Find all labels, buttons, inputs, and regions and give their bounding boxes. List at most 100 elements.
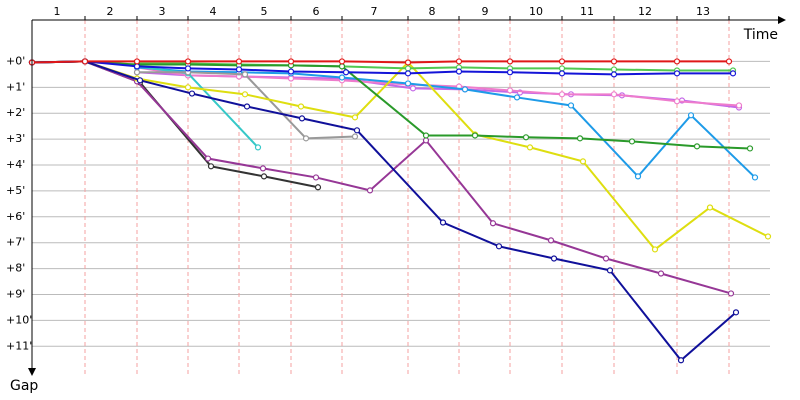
data-point — [241, 71, 249, 78]
data-point — [188, 90, 196, 97]
y-tick-label: +11' — [6, 339, 32, 352]
x-tick-label: 10 — [529, 5, 543, 18]
data-point — [81, 58, 89, 65]
y-tick-label: +7' — [6, 236, 25, 249]
data-point — [634, 173, 642, 180]
data-point — [706, 204, 714, 211]
data-point — [461, 86, 469, 93]
data-point — [136, 77, 144, 84]
data-point — [207, 163, 215, 170]
data-point — [610, 58, 618, 65]
data-point — [764, 233, 772, 240]
x-tick-label: 9 — [482, 5, 489, 18]
data-point — [366, 187, 374, 194]
data-point — [526, 144, 534, 151]
data-point — [235, 66, 243, 73]
data-point — [302, 135, 310, 142]
x-tick-label: 8 — [429, 5, 436, 18]
y-tick-label: +1' — [6, 80, 25, 93]
x-tick-label: 1 — [54, 5, 61, 18]
data-point — [628, 138, 636, 145]
data-point — [735, 102, 743, 109]
x-axis-arrow — [778, 16, 786, 24]
series-line — [31, 60, 319, 189]
data-point — [287, 75, 295, 82]
data-point — [297, 103, 305, 110]
y-tick-label: +9' — [6, 287, 25, 300]
data-point — [687, 112, 695, 119]
data-point — [235, 58, 243, 65]
y-tick-label: +5' — [6, 184, 25, 197]
data-point — [133, 69, 141, 76]
data-point — [732, 309, 740, 316]
data-point — [576, 135, 584, 142]
data-point — [673, 58, 681, 65]
x-tick-label: 4 — [210, 5, 217, 18]
data-point — [495, 243, 503, 250]
y-tick-label: +3' — [6, 132, 25, 145]
data-point — [522, 134, 530, 141]
data-point — [725, 58, 733, 65]
data-point — [404, 65, 412, 72]
data-point — [547, 237, 555, 244]
y-axis-title: Gap — [10, 378, 38, 394]
x-tick-label: 6 — [313, 5, 320, 18]
data-point — [338, 74, 346, 81]
lap-lines — [84, 16, 730, 376]
data-point — [693, 143, 701, 150]
data-point — [259, 165, 267, 172]
data-point — [422, 137, 430, 144]
data-point — [254, 144, 262, 151]
data-point — [204, 155, 212, 162]
data-point — [404, 70, 412, 77]
data-point — [314, 184, 322, 191]
y-tick-label: +2' — [6, 106, 25, 119]
series-line — [31, 60, 737, 362]
data-point — [338, 63, 346, 70]
data-point — [353, 127, 361, 134]
data-point — [506, 58, 514, 65]
series-line — [136, 66, 756, 179]
data-point — [602, 255, 610, 262]
x-axis-title: Time — [743, 27, 778, 43]
x-tick-label: 2 — [107, 5, 114, 18]
x-tick-label: 12 — [638, 5, 652, 18]
data-point — [558, 65, 566, 72]
data-point — [404, 59, 412, 66]
data-point — [241, 91, 249, 98]
data-point — [471, 132, 479, 139]
series-line — [31, 60, 729, 64]
grid — [32, 60, 770, 347]
series-line — [31, 60, 751, 150]
data-point — [287, 68, 295, 75]
data-point — [677, 357, 685, 364]
data-point — [513, 94, 521, 101]
x-tick-label: 13 — [696, 5, 710, 18]
data-point — [184, 84, 192, 91]
data-point — [610, 71, 618, 78]
data-point — [746, 145, 754, 152]
y-tick-label: +8' — [6, 262, 25, 275]
series-line — [31, 60, 733, 76]
data-point — [729, 70, 737, 77]
data-point — [610, 91, 618, 98]
data-point — [455, 68, 463, 75]
y-tick-label: +0' — [6, 54, 25, 67]
y-tick-label: +6' — [6, 210, 25, 223]
data-point — [506, 69, 514, 76]
data-point — [550, 255, 558, 262]
data-point — [312, 174, 320, 181]
data-point — [727, 290, 735, 297]
y-tick-label: +10' — [6, 313, 32, 326]
data-point — [351, 114, 359, 121]
y-tick-label: +4' — [6, 158, 25, 171]
data-point — [409, 85, 417, 92]
data-point — [351, 133, 359, 140]
data-point — [298, 115, 306, 122]
data-point — [455, 58, 463, 65]
series — [28, 58, 772, 364]
data-point — [422, 132, 430, 139]
data-point — [184, 58, 192, 65]
data-point — [506, 87, 514, 94]
